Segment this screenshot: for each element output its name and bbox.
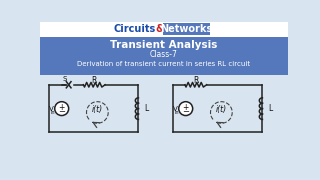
Bar <box>163 23 210 35</box>
Text: V: V <box>48 106 53 112</box>
Text: L: L <box>144 104 148 113</box>
Text: −: − <box>58 107 65 116</box>
Text: R: R <box>193 76 198 85</box>
Circle shape <box>55 102 69 116</box>
Circle shape <box>179 102 193 116</box>
Text: +: + <box>182 103 189 112</box>
Text: in: in <box>175 110 180 115</box>
Bar <box>40 22 288 37</box>
Bar <box>40 37 288 75</box>
Text: Networks: Networks <box>160 24 212 34</box>
Text: Transient Analysis: Transient Analysis <box>110 40 218 50</box>
Text: in: in <box>51 110 55 115</box>
Text: &: & <box>155 24 164 34</box>
Text: L: L <box>268 104 272 113</box>
Text: Derivation of transient current in series RL circuit: Derivation of transient current in serie… <box>77 61 251 67</box>
Text: −: − <box>182 107 189 116</box>
Text: S: S <box>63 76 67 82</box>
Bar <box>40 75 288 160</box>
Text: R: R <box>92 76 97 85</box>
Text: Circuits: Circuits <box>113 24 156 34</box>
Text: i(t): i(t) <box>92 105 103 114</box>
Text: V: V <box>172 106 177 112</box>
Text: +: + <box>59 103 65 112</box>
Text: i(t): i(t) <box>216 105 227 114</box>
Text: Class-7: Class-7 <box>150 50 178 59</box>
